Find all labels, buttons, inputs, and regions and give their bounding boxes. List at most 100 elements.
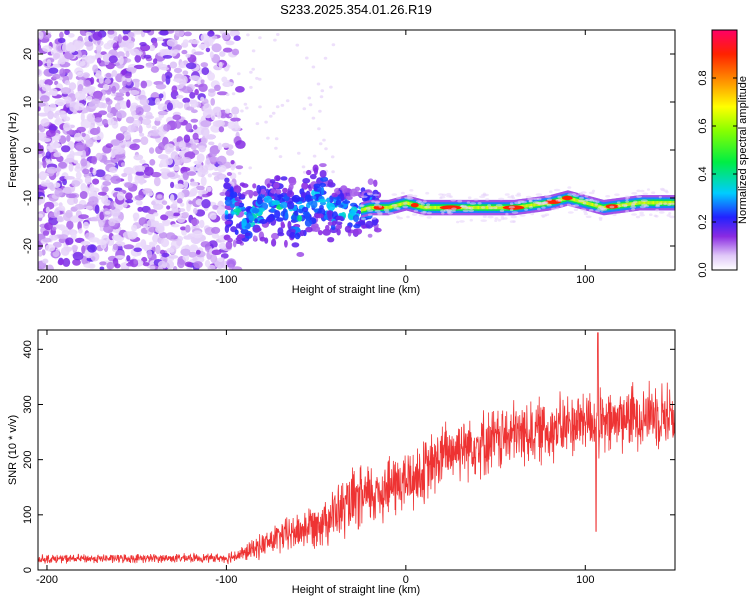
spectrogram-speckle [155,244,161,255]
spectrogram-ridge [588,201,590,206]
x-tick-label: -100 [215,574,237,586]
spectrogram-halo [660,188,665,192]
spectrogram-speckle [42,230,50,236]
spectrogram-speckle [99,261,107,266]
spectrogram-speckle [193,51,204,56]
spectrogram-blob [353,228,363,235]
spectrogram-speckle [330,155,335,159]
spectrogram-halo [406,194,413,197]
spectrogram-speckle [199,219,205,229]
spectrogram-ridge [385,205,387,210]
spectrogram-speckle [124,73,132,79]
spectrogram-speckle [96,57,102,64]
spectrogram-speckle [68,163,74,172]
spectrogram-speckle [38,213,44,218]
spectrogram-speckle [133,127,140,132]
spectrogram-blob [282,187,288,194]
spectrogram-speckle [331,170,335,174]
spectrogram-halo [527,197,534,201]
spectrogram-speckle [182,97,191,104]
spectrogram-peak [561,195,573,201]
spectrogram-blob [241,218,247,227]
x-tick-label: 100 [576,574,594,586]
spectrogram-speckle [210,254,218,264]
spectrogram-speckle [125,192,133,200]
spectrogram-speckle [65,237,74,245]
spectrogram-speckle [201,199,211,209]
spectrogram-speckle [45,206,50,213]
spectrogram-halo [482,192,486,196]
spectrogram-speckle [255,122,260,126]
spectrogram-halo [412,194,418,198]
spectrogram-blob [280,221,285,227]
spectrogram-blob [224,177,230,183]
spectrogram-halo [384,210,390,214]
spectrogram-speckle [71,216,78,223]
spectrogram-halo [449,195,453,198]
spectrogram-blob [235,237,242,242]
spectrogram-speckle [105,143,114,149]
spectrogram-speckle [98,220,104,227]
spectrogram-ridge [647,201,649,205]
spectrogram-speckle [105,97,111,102]
spectrogram-blob [304,194,312,202]
spectrogram-speckle [125,198,134,204]
spectrogram-speckle [135,51,143,56]
spectrogram-speckle [135,106,144,116]
spectrogram-speckle [58,161,67,169]
spectrogram-ridge [638,201,640,205]
spectrogram-speckle [204,259,211,268]
spectrogram-halo [658,195,662,199]
spectrogram-speckle [180,248,191,256]
spectrogram-speckle [231,48,240,56]
spectrogram-speckle [76,126,86,133]
spectrogram-speckle [62,43,67,52]
spectrogram-blob [224,214,229,220]
spectrogram-speckle [74,142,86,152]
spectrogram-speckle [81,150,87,158]
spectrogram-halo [426,216,432,219]
y-tick-label: 0 [22,567,34,573]
spectrogram-speckle [172,212,181,217]
spectrogram-ridge [400,202,402,206]
spectrogram-blob [294,232,301,240]
spectrogram-ridge [586,201,588,205]
spectrogram-ridge [401,202,403,206]
spectrogram-blob [373,227,382,233]
spectrogram-speckle [133,259,138,265]
colorbar-tick-label: 0.4 [697,166,709,181]
spectrogram-speckle [111,70,118,77]
spectrogram-speckle [105,175,112,181]
spectrogram-speckle [200,120,212,128]
spectrogram-halo [376,211,383,215]
spectrogram-ridge [529,203,531,208]
spectrogram-halo [507,195,514,199]
spectrogram-ridge [476,205,478,210]
spectrogram-halo [378,205,383,208]
spectrogram-blob [309,173,317,180]
spectrogram-speckle [161,73,166,83]
spectrogram-speckle [48,67,59,74]
spectrogram-speckle [148,226,158,233]
spectrogram-speckle [104,78,112,85]
spectrogram-halo [630,203,636,207]
spectrogram-halo [614,193,620,196]
spectrogram-halo [367,213,373,217]
spectrogram-halo [537,207,541,211]
spectrogram-speckle [73,132,83,142]
spectrogram-speckle [317,127,321,131]
spectrogram-ridge [672,201,674,205]
spectrogram-speckle [74,203,85,210]
spectrogram-halo [525,195,532,199]
spectrogram-peak [410,203,419,208]
spectrogram-blob [291,242,300,248]
spectrogram-halo [588,208,594,212]
spectrogram-speckle [251,67,255,71]
spectrogram-speckle [81,54,88,62]
spectrogram-speckle [133,247,142,253]
spectrogram-speckle [221,76,228,83]
spectrogram-speckle [114,229,120,234]
spectrogram-speckle [192,187,198,195]
spectrogram-blob [297,215,303,222]
spectrogram-speckle [198,43,207,50]
